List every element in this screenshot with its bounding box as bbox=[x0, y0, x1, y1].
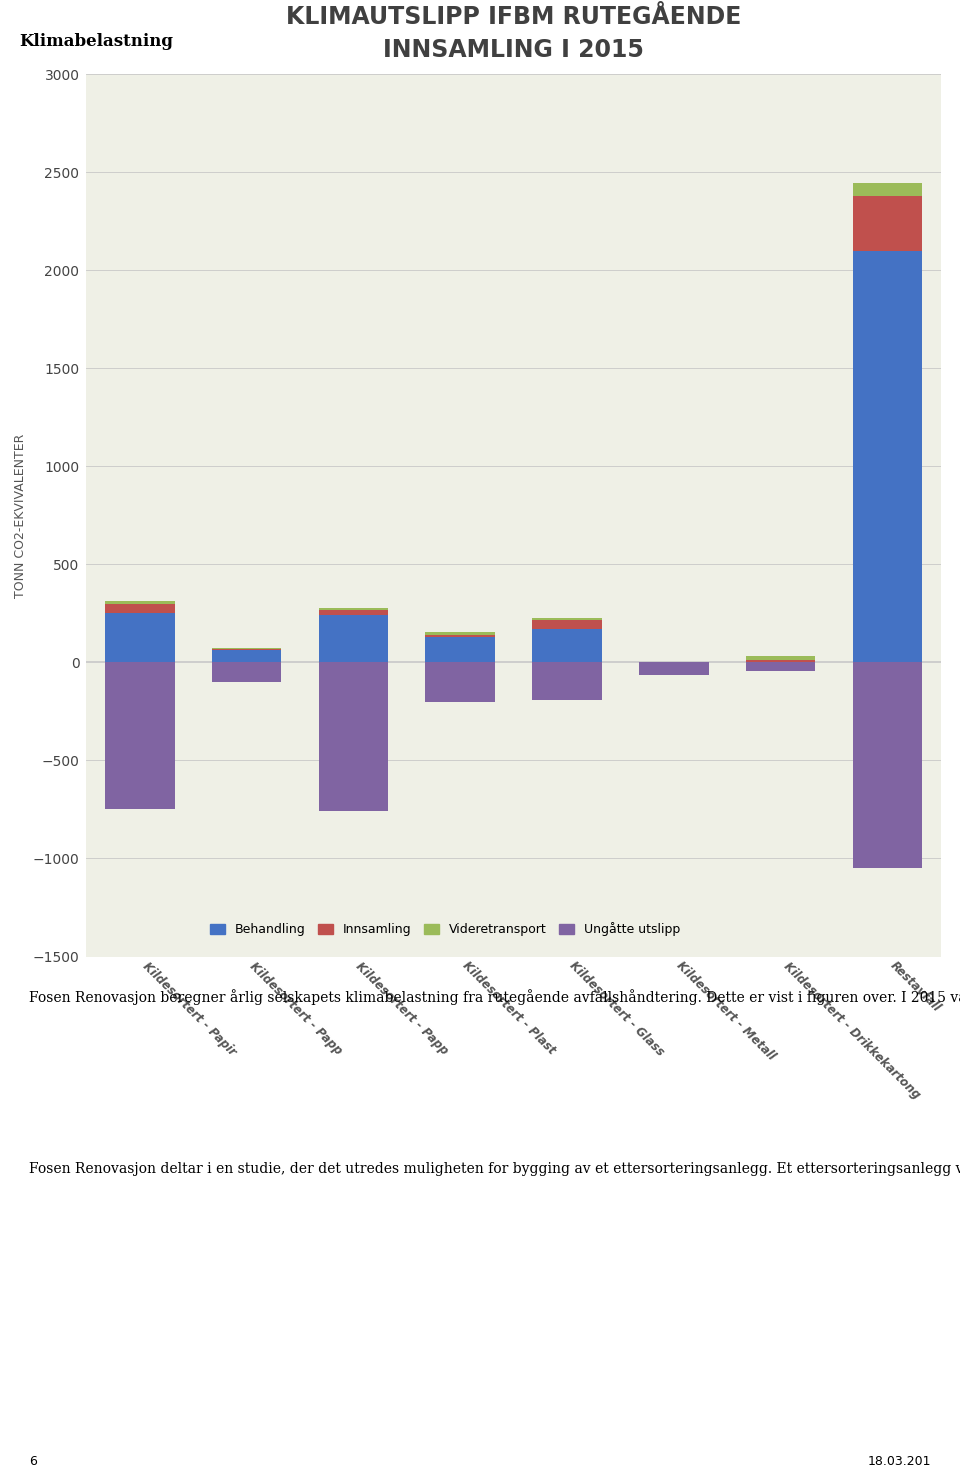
Y-axis label: TONN CO2-EKVIVALENTER: TONN CO2-EKVIVALENTER bbox=[14, 433, 27, 598]
Bar bbox=[639, 663, 708, 675]
Bar bbox=[105, 604, 175, 614]
Bar bbox=[532, 663, 602, 700]
Bar bbox=[212, 650, 281, 663]
Bar bbox=[425, 663, 495, 701]
Bar bbox=[746, 663, 815, 670]
Text: Fosen Renovasjon beregner årlig selskapets klimabelastning fra rutegående avfall: Fosen Renovasjon beregner årlig selskape… bbox=[29, 989, 960, 1005]
Text: Fosen Renovasjon deltar i en studie, der det utredes muligheten for bygging av e: Fosen Renovasjon deltar i en studie, der… bbox=[29, 1160, 960, 1176]
Bar bbox=[852, 182, 923, 196]
Bar bbox=[746, 660, 815, 663]
Bar bbox=[105, 663, 175, 810]
Text: 18.03.201: 18.03.201 bbox=[868, 1455, 931, 1468]
Bar bbox=[746, 657, 815, 660]
Bar bbox=[319, 663, 388, 811]
Bar bbox=[319, 610, 388, 615]
Text: 6: 6 bbox=[29, 1455, 36, 1468]
Legend: Behandling, Innsamling, Videretransport, Ungåtte utslipp: Behandling, Innsamling, Videretransport,… bbox=[204, 918, 685, 942]
Bar bbox=[425, 632, 495, 635]
Bar bbox=[212, 648, 281, 650]
Bar bbox=[319, 615, 388, 663]
Bar bbox=[105, 601, 175, 604]
Bar bbox=[852, 196, 923, 251]
Bar bbox=[105, 614, 175, 663]
Bar bbox=[532, 618, 602, 620]
Title: KLIMAUTSLIPP IFBM RUTEGÅENDE
INNSAMLING I 2015: KLIMAUTSLIPP IFBM RUTEGÅENDE INNSAMLING … bbox=[286, 4, 741, 62]
Text: Klimabelastning: Klimabelastning bbox=[19, 33, 173, 49]
Bar bbox=[425, 636, 495, 663]
Bar bbox=[532, 629, 602, 663]
Bar bbox=[319, 608, 388, 610]
Bar bbox=[425, 635, 495, 636]
Bar bbox=[852, 663, 923, 869]
Bar bbox=[532, 620, 602, 629]
Bar bbox=[852, 251, 923, 663]
Bar bbox=[212, 663, 281, 682]
